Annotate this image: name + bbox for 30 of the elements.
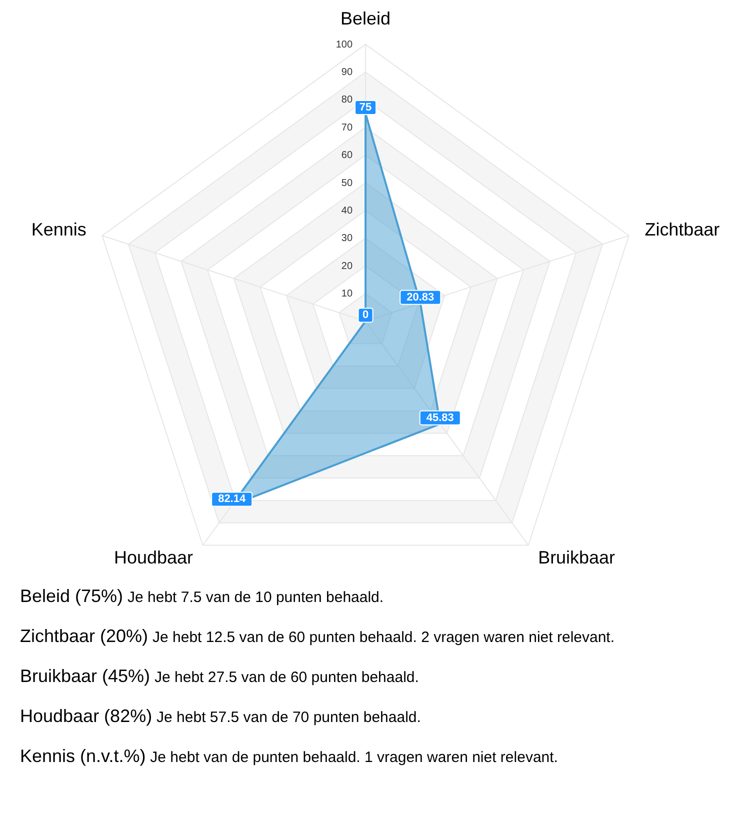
y-tick-label: 80 [341,94,353,106]
data-label: 20.83 [406,291,434,304]
spoke-label: Bruikbaar [538,548,616,568]
text: Beleid (75%) [20,586,124,606]
y-tick-label: 90 [341,67,353,78]
spoke-label: Kennis [31,220,86,240]
text: Je hebt 7.5 van de 10 punten behaald. [128,588,384,606]
y-tick-label: 60 [341,150,353,162]
text: Zichtbaar (20%) [20,626,148,646]
y-tick-label: 10 [341,288,353,300]
y-tick-label: 30 [341,233,353,244]
y-tick-label: 70 [341,122,353,134]
spoke-label: Beleid [340,8,391,28]
y-tick-label: 50 [341,178,353,189]
text: Bruikbaar (45%) [20,666,150,686]
data-label: 75 [359,102,372,114]
text: Je hebt 27.5 van de 60 punten behaald. [154,668,419,686]
text: Kennis (n.v.t.%) [20,746,146,766]
text: Je hebt 57.5 van de 70 punten behaald. [156,708,421,726]
y-tick-label: 20 [341,260,353,272]
data-label: 82.14 [218,493,246,506]
data-label: 0 [362,309,369,322]
text: Houdbaar (82%) [20,706,152,726]
spoke-label: Houdbaar [114,548,194,568]
data-label: 45.83 [426,412,454,424]
y-tick-label: 100 [336,39,353,50]
spoke-label: Zichtbaar [644,220,720,240]
y-tick-label: 40 [341,205,353,216]
text: Je hebt van de punten behaald. 1 vragen waren niet relevant. [150,748,558,766]
text: Je hebt 12.5 van de 60 punten behaald. 2 vragen waren niet relevant. [152,628,615,646]
